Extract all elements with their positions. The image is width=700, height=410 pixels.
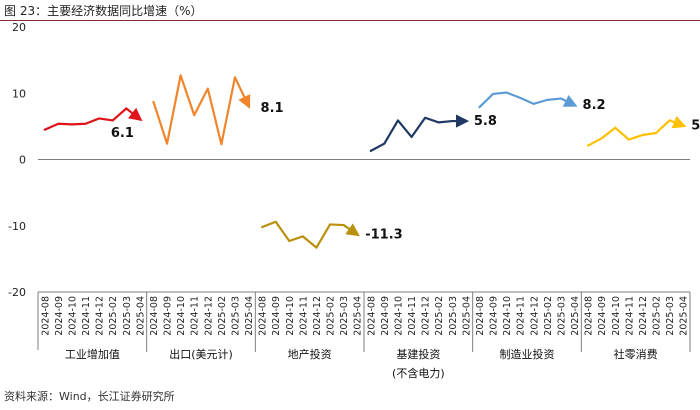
series-end-value-label: 5.1 bbox=[691, 119, 700, 134]
x-tick-label: 2024-10 bbox=[611, 296, 622, 336]
x-tick-label: 2024-08 bbox=[258, 296, 269, 336]
category-group-label: 工业增加值 bbox=[65, 347, 120, 361]
title-divider bbox=[0, 20, 700, 21]
series-end-value-label: 6.1 bbox=[111, 126, 134, 141]
x-tick-label: 2024-10 bbox=[67, 296, 78, 336]
x-tick-label: 2024-09 bbox=[380, 296, 391, 336]
x-tick-label: 2024-11 bbox=[516, 296, 527, 336]
y-axis-ticks: 20 10 0 -10 -20 bbox=[8, 21, 26, 299]
series-end-value-label: -11.3 bbox=[365, 227, 402, 242]
x-tick-label: 2024-12 bbox=[638, 296, 649, 336]
series-arrow bbox=[668, 115, 687, 129]
series-arrow bbox=[559, 94, 578, 107]
x-tick-label: 2025-02 bbox=[217, 296, 228, 336]
x-tick-label: 2024-09 bbox=[54, 296, 65, 336]
x-tick-label: 2025-04 bbox=[244, 296, 255, 336]
x-tick-label: 2025-03 bbox=[448, 296, 459, 336]
category-group-label: 社零消费 bbox=[614, 347, 658, 361]
series-line bbox=[369, 116, 454, 152]
x-tick-label: 2024-12 bbox=[95, 296, 106, 336]
x-tick-label: 2024-09 bbox=[271, 296, 282, 336]
y-tick-label: -10 bbox=[8, 220, 26, 233]
category-group-label: 地产投资 bbox=[288, 347, 332, 361]
x-tick-label: 2024-11 bbox=[81, 296, 92, 336]
category-group-label: 出口(美元计) bbox=[169, 347, 233, 361]
x-tick-label: 2024-09 bbox=[163, 296, 174, 336]
series-line bbox=[478, 91, 563, 109]
x-tick-label: 2025-03 bbox=[556, 296, 567, 336]
x-tick-label: 2025-04 bbox=[570, 296, 581, 336]
x-tick-label: 2025-02 bbox=[543, 296, 554, 336]
x-tick-label: 2024-10 bbox=[176, 296, 187, 336]
x-tick-label: 2025-03 bbox=[665, 296, 676, 336]
x-tick-label: 2024-08 bbox=[584, 296, 595, 336]
source-note: 资料来源：Wind，长江证券研究所 bbox=[4, 390, 175, 403]
x-tick-label: 2024-11 bbox=[624, 296, 635, 336]
x-tick-label: 2025-04 bbox=[135, 296, 146, 336]
x-tick-label: 2025-02 bbox=[108, 296, 119, 336]
x-tick-label: 2024-12 bbox=[529, 296, 540, 336]
x-tick-label: 2024-12 bbox=[421, 296, 432, 336]
y-tick-label: 20 bbox=[12, 21, 26, 34]
series-arrow bbox=[125, 107, 143, 122]
category-axis: 2024-08 2024-09 2024-10 2024-11 2024-12 2025-… bbox=[37, 291, 691, 380]
x-tick-label: 2024-11 bbox=[190, 296, 201, 336]
series-line bbox=[152, 74, 237, 146]
y-tick-label: 10 bbox=[12, 87, 26, 100]
x-tick-label: 2025-02 bbox=[434, 296, 445, 336]
series-line bbox=[587, 119, 671, 147]
x-tick-label: 2025-03 bbox=[122, 296, 133, 336]
series-layer: 6.1 8.1 -11.3 5.8 8.2 5.1 bbox=[43, 74, 700, 249]
y-tick-label: 0 bbox=[19, 154, 26, 167]
category-group-sublabel: (不含电力) bbox=[392, 366, 445, 380]
series-end-value-label: 5.8 bbox=[474, 114, 497, 129]
series-end-value-label: 8.1 bbox=[261, 101, 284, 116]
x-tick-label: 2024-09 bbox=[597, 296, 608, 336]
series-line bbox=[43, 107, 128, 131]
x-tick-label: 2025-04 bbox=[679, 296, 690, 336]
x-tick-label: 2024-08 bbox=[366, 296, 377, 336]
x-tick-label: 2024-10 bbox=[502, 296, 513, 336]
category-group-label: 制造业投资 bbox=[500, 347, 555, 361]
y-tick-label: -20 bbox=[8, 286, 26, 299]
x-tick-label: 2024-09 bbox=[489, 296, 500, 336]
x-tick-label: 2024-10 bbox=[393, 296, 404, 336]
x-tick-label: 2024-08 bbox=[40, 296, 51, 336]
x-tick-label: 2024-12 bbox=[312, 296, 323, 336]
x-tick-label: 2025-03 bbox=[230, 296, 241, 336]
x-tick-label: 2025-02 bbox=[652, 296, 663, 336]
category-group-label: 基建投资 bbox=[396, 347, 440, 361]
x-tick-label: 2024-11 bbox=[407, 296, 418, 336]
x-tick-label: 2024-12 bbox=[203, 296, 214, 336]
x-tick-label: 2025-04 bbox=[353, 296, 364, 336]
series-arrow bbox=[342, 223, 360, 237]
x-tick-label: 2024-08 bbox=[475, 296, 486, 336]
chart-title: 图 23：主要经济数据同比增速（%） bbox=[4, 4, 203, 18]
series-line bbox=[261, 220, 345, 249]
x-tick-label: 2024-11 bbox=[298, 296, 309, 336]
x-tick-label: 2024-10 bbox=[285, 296, 296, 336]
x-tick-label: 2024-08 bbox=[149, 296, 160, 336]
x-tick-label: 2025-02 bbox=[326, 296, 337, 336]
x-tick-label: 2025-04 bbox=[461, 296, 472, 336]
series-end-value-label: 8.2 bbox=[583, 98, 606, 113]
series-arrow bbox=[233, 76, 251, 109]
x-tick-label: 2025-03 bbox=[339, 296, 350, 336]
